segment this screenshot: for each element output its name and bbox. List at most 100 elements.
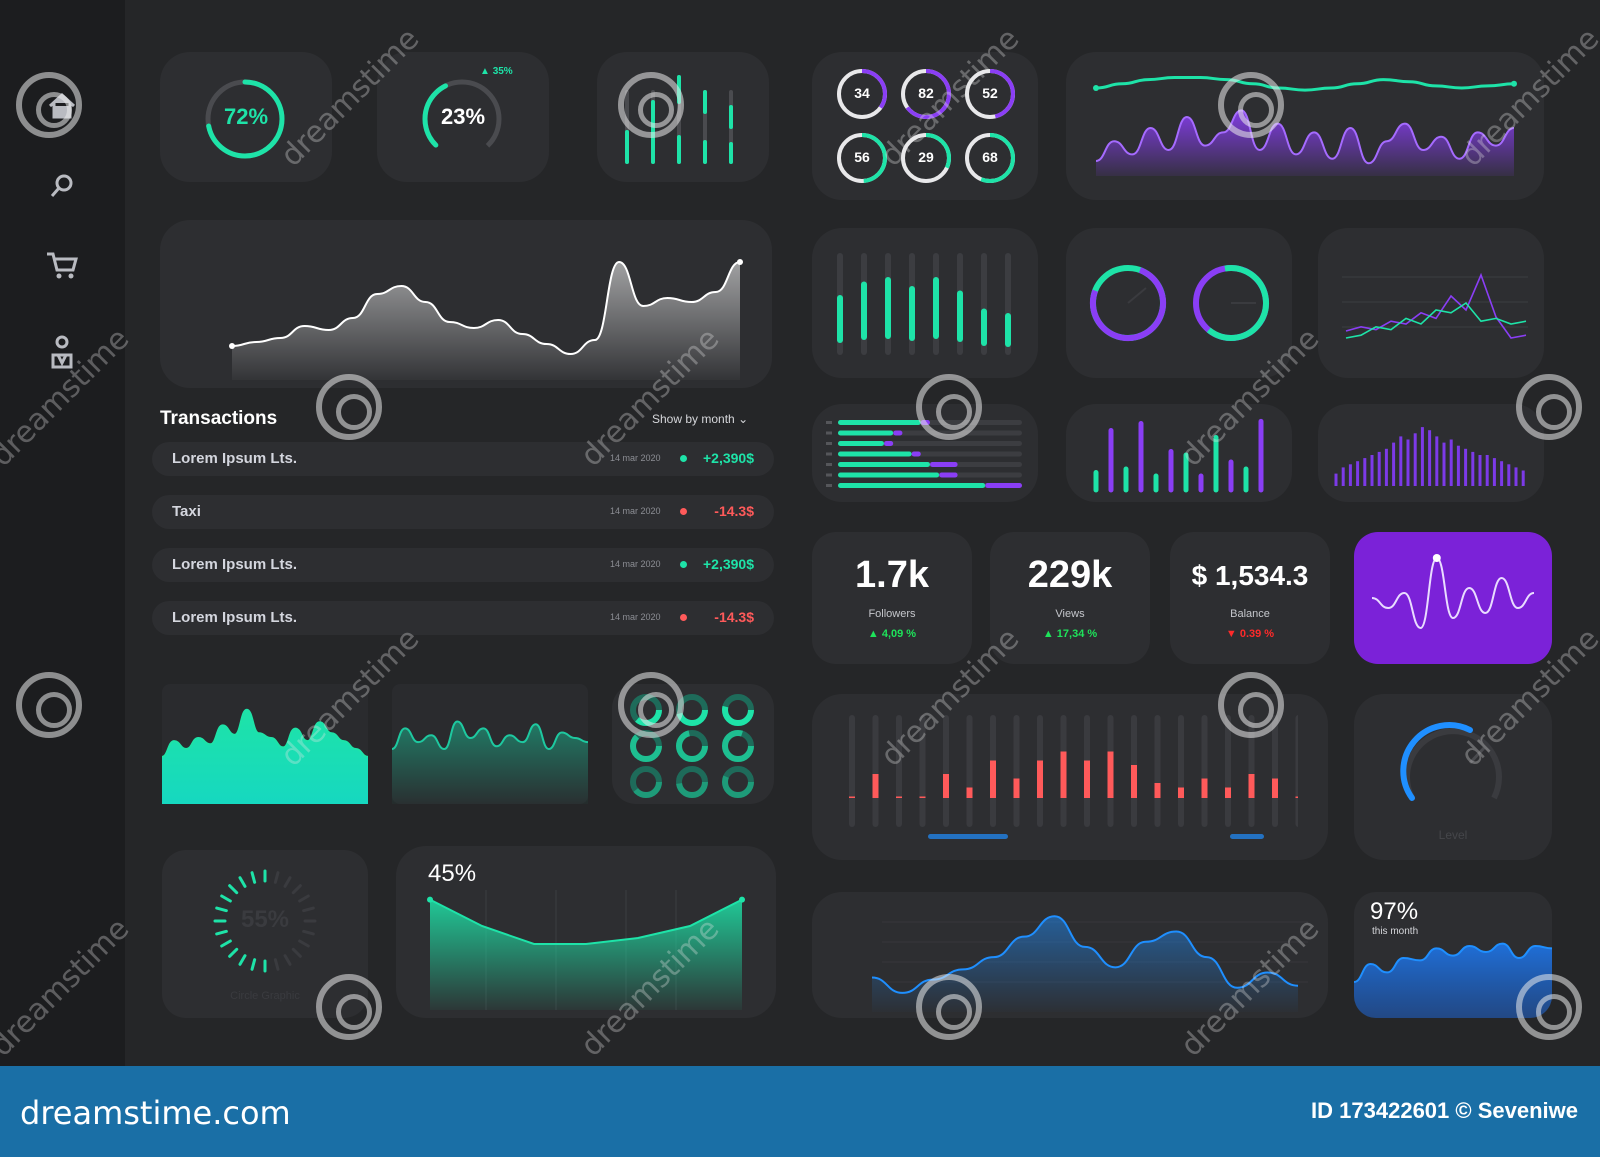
blue-wave-card: [812, 892, 1328, 1018]
trend-arrow-icon: ▲: [1042, 628, 1054, 640]
transaction-row[interactable]: Lorem Ipsum Lts. 14 mar 2020 +2,390$: [152, 442, 774, 476]
status-dot: [680, 508, 687, 515]
teal-area-card: [162, 684, 368, 804]
donut-grid: [630, 694, 754, 798]
transactions-filter[interactable]: Show by month ⌄: [652, 412, 748, 426]
top-right-wave-chart: [1093, 76, 1517, 176]
circle-graphic-label: Circle Graphic: [230, 990, 300, 1002]
dense-bars-card: [1318, 404, 1544, 502]
tick: [826, 431, 832, 435]
transaction-row[interactable]: Lorem Ipsum Lts. 14 mar 2020 +2,390$: [152, 548, 774, 582]
range-slider[interactable]: [928, 834, 1008, 839]
bar: [838, 451, 912, 457]
footer-site[interactable]: dreamstime.com: [20, 1094, 291, 1132]
tick: [273, 871, 280, 884]
bar: [838, 441, 884, 446]
bar: [838, 420, 921, 425]
tick: [273, 958, 280, 971]
donut-grid-card: [612, 684, 774, 804]
sliders: [625, 75, 733, 164]
blue-wave-fill: [872, 916, 1298, 1012]
kpi-change: ▲ 4,09 %: [812, 628, 972, 640]
month-chart: [1354, 942, 1552, 1018]
gauge-card-23: 23% ▲ 35%: [377, 52, 549, 182]
endpoint-dot: [739, 896, 745, 903]
tick: [826, 421, 832, 424]
transaction-amount: +2,390$: [703, 556, 754, 572]
mini-donut-fill: [630, 730, 662, 762]
tick: [302, 929, 315, 936]
small-circle: 68: [962, 130, 1018, 186]
circles-grid: 34 82 52 56 29 68: [834, 66, 1022, 192]
percent-area-value: 45%: [428, 860, 477, 887]
month-value: 97%: [1370, 898, 1419, 925]
transaction-date: 14 mar 2020: [610, 453, 661, 463]
month-card: 97% this month: [1354, 892, 1552, 1018]
kpi-change: ▼ 0.39 %: [1170, 628, 1330, 640]
tp-bars-card: [1066, 404, 1292, 502]
tick: [250, 958, 257, 971]
cart-icon[interactable]: [40, 244, 84, 288]
kpi-change-value: 4,09 %: [881, 628, 917, 640]
bar: [838, 483, 986, 488]
tick: [215, 906, 228, 913]
transaction-amount: +2,390$: [703, 450, 754, 466]
range-slider[interactable]: [1230, 834, 1264, 839]
multi-line-card: [1318, 228, 1544, 378]
donut-pair: [1090, 265, 1269, 341]
purple-series-line: [1095, 109, 1515, 165]
endpoint-dot: [1511, 80, 1517, 87]
small-circle-value: 82: [918, 85, 934, 101]
gauge-ring: [205, 79, 285, 159]
kpi-change-value: 0.39 %: [1239, 628, 1275, 640]
kpi-card: 229k Views ▲ 17,34 %: [990, 532, 1150, 664]
kpi-card: 1.7k Followers ▲ 4,09 %: [812, 532, 972, 664]
percent-area-line: [429, 898, 743, 945]
bar: [838, 430, 894, 436]
tick: [826, 442, 832, 445]
tick: [220, 894, 232, 903]
kpi-change-value: 17,34 %: [1056, 628, 1098, 640]
mini-donut-fill: [722, 730, 754, 762]
dark-teal-wave-line: [392, 720, 588, 751]
kpi-card: $ 1,534.3 Balance ▼ 0.39 %: [1170, 532, 1330, 664]
kpi-label: Followers: [868, 608, 916, 620]
circle-graphic-value: 55%: [240, 906, 290, 933]
tick: [298, 939, 310, 948]
bar: [930, 462, 958, 467]
level-label: Level: [1438, 828, 1468, 842]
slider-card: [597, 52, 769, 182]
home-icon[interactable]: [40, 84, 84, 128]
transaction-amount: -14.3$: [714, 503, 754, 519]
tick: [826, 463, 832, 466]
small-circle: 52: [962, 66, 1018, 122]
circle-graphic-card: 55% Circle Graphic: [162, 850, 368, 1018]
kpi-value: $ 1,534.3: [1191, 560, 1309, 591]
gauge-value: 23%: [440, 104, 486, 129]
kpi-label: Balance: [1230, 608, 1270, 620]
search-icon[interactable]: [40, 164, 84, 208]
transaction-date: 14 mar 2020: [610, 506, 661, 516]
bar: [920, 420, 930, 425]
teal-filled-fill: [162, 709, 368, 804]
level-card: Level: [1354, 694, 1552, 860]
dark-teal-chart: [392, 720, 588, 804]
small-circle-value: 34: [854, 85, 870, 101]
user-icon[interactable]: [40, 330, 84, 374]
bar: [893, 430, 903, 436]
sidebar: [0, 0, 125, 1066]
bar-track: [838, 441, 1022, 446]
transaction-row[interactable]: Lorem Ipsum Lts. 14 mar 2020 -14.3$: [152, 601, 774, 635]
tick: [238, 876, 247, 888]
tick: [228, 947, 239, 958]
red-bars-card: [812, 694, 1328, 860]
small-circle: 34: [834, 66, 890, 122]
transaction-row[interactable]: Taxi 14 mar 2020 -14.3$: [152, 495, 774, 529]
main-white-wave-fill: [232, 262, 740, 380]
bar: [939, 472, 958, 478]
bar: [838, 462, 930, 467]
mini-donut-fill: [722, 766, 754, 798]
kpi-change: ▲ 17,34 %: [990, 628, 1150, 640]
small-circle: 56: [834, 130, 890, 186]
status-dot: [680, 614, 687, 621]
